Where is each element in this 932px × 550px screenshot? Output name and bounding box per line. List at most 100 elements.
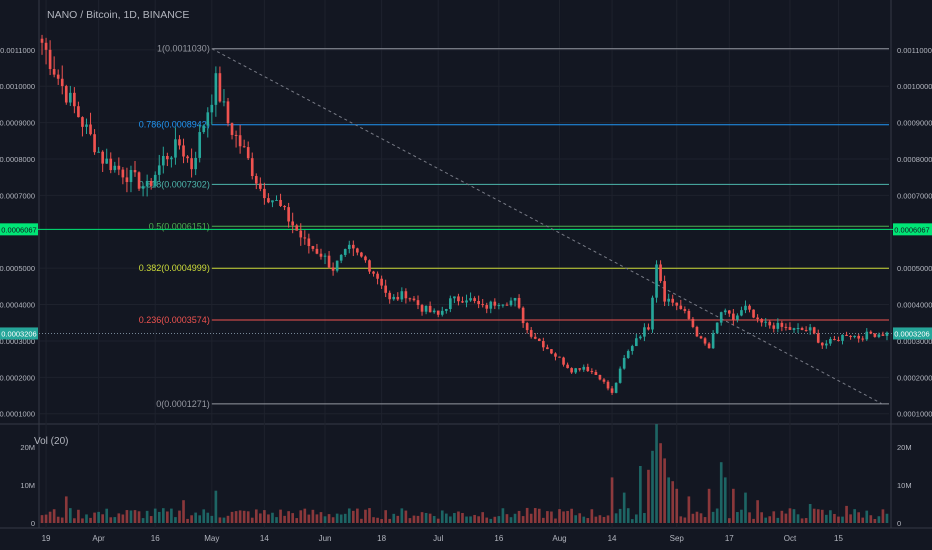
candle-body [89, 124, 92, 135]
volume-bar [618, 508, 622, 523]
candle-body [121, 169, 125, 178]
volume-tick-label-left: 10M [20, 481, 35, 490]
volume-bar [267, 514, 270, 523]
volume-bar [319, 512, 323, 523]
volume-bar [97, 511, 100, 523]
volume-bar [622, 492, 626, 523]
volume-bar [736, 512, 739, 523]
volume-tick-label-left: 20M [20, 443, 35, 452]
candle-body [52, 69, 56, 75]
price-tick-label-right: 0.0010000 [897, 82, 932, 91]
candle-body [339, 254, 343, 261]
symbol-title: NANO / Bitcoin, 1D, BINANCE [47, 9, 190, 21]
trendline[interactable] [211, 48, 884, 405]
volume-bar [473, 514, 476, 523]
candle-body [259, 183, 262, 189]
candle-body [695, 326, 699, 337]
candle-body [166, 155, 169, 160]
candle-body [663, 281, 666, 302]
candle-body [250, 158, 254, 177]
volume-bar [586, 518, 590, 523]
candle-body [299, 230, 303, 238]
candle-body [554, 353, 557, 357]
candle-body [776, 322, 780, 329]
candle-body [396, 296, 400, 300]
volume-bar [784, 513, 788, 523]
volume-bar [590, 509, 594, 523]
candle-body [275, 199, 278, 201]
volume-bar [259, 513, 262, 523]
volume-bar [206, 512, 210, 523]
candle-body [315, 248, 319, 254]
price-tick-label-right: 0.0008000 [897, 155, 932, 164]
volume-bar [250, 517, 254, 523]
candle-body [533, 336, 537, 339]
candle-body [347, 244, 351, 250]
volume-bar [469, 516, 472, 523]
candle-body [372, 271, 375, 274]
candle-body [73, 92, 76, 107]
volume-bar [521, 516, 525, 523]
volume-bar [505, 514, 509, 523]
volume-bar [626, 508, 630, 523]
candle-body [157, 165, 161, 175]
volume-bar [574, 515, 577, 523]
volume-bar [360, 518, 363, 523]
candle-body [598, 374, 602, 380]
candle-body [497, 305, 501, 307]
volume-tick-label-right: 20M [897, 443, 912, 452]
volume-bar [780, 510, 784, 523]
volume-bar [145, 510, 149, 523]
volume-bar [829, 510, 832, 523]
volume-bar [651, 450, 654, 523]
volume-bar [141, 518, 145, 523]
candle-body [174, 139, 177, 158]
candle-body [307, 238, 311, 247]
candle-body [226, 101, 230, 124]
candle-body [679, 305, 683, 310]
volume-bar [210, 515, 214, 523]
candle-body [537, 338, 541, 342]
volume-bar [331, 517, 335, 523]
candle-body [254, 176, 258, 184]
volume-bar [356, 508, 359, 523]
volume-bar [299, 510, 303, 523]
volume-bar [869, 515, 873, 523]
candle-body [481, 304, 485, 306]
price-tick-label-right: 0.0004000 [897, 301, 932, 310]
candle-body [740, 310, 743, 316]
volume-bar [630, 519, 634, 523]
fibonacci-retracement[interactable]: 1(0.0011030) 0.786(0.0008942) 0.618(0.0007… [139, 44, 889, 409]
candle-body [48, 49, 52, 70]
horizontal-lines[interactable] [0, 228, 932, 334]
candle-body [744, 305, 747, 311]
candle-body [784, 326, 788, 328]
price-marker-box-right [893, 223, 932, 236]
volume-bar [509, 517, 513, 523]
volume-bar [194, 512, 197, 523]
time-tick-label: 16 [494, 534, 503, 543]
candle-body [161, 155, 165, 166]
candle-body [760, 319, 763, 323]
candle-body [141, 186, 145, 189]
volume-bar [845, 505, 848, 523]
time-tick-label: 16 [151, 534, 160, 543]
candle-body [711, 333, 715, 349]
price-tick-label-left: 0.0002000 [0, 373, 35, 382]
time-tick-label: Apr [92, 534, 105, 543]
candle-body [440, 310, 444, 315]
time-tick-label: Jul [433, 534, 443, 543]
price-marker-label-right: 0.0006067 [894, 225, 929, 234]
volume-bar [489, 518, 493, 523]
volume-bar [667, 477, 670, 523]
volume-bar [671, 481, 675, 523]
time-tick-label: May [204, 534, 219, 543]
price-tick-label-left: 0.0003000 [0, 337, 35, 346]
candle-body [723, 310, 727, 313]
volume-bar [218, 517, 222, 523]
volume-bar [752, 518, 755, 523]
volume-bar [744, 492, 747, 523]
volume-bar [602, 516, 606, 523]
candle-body [202, 125, 206, 133]
